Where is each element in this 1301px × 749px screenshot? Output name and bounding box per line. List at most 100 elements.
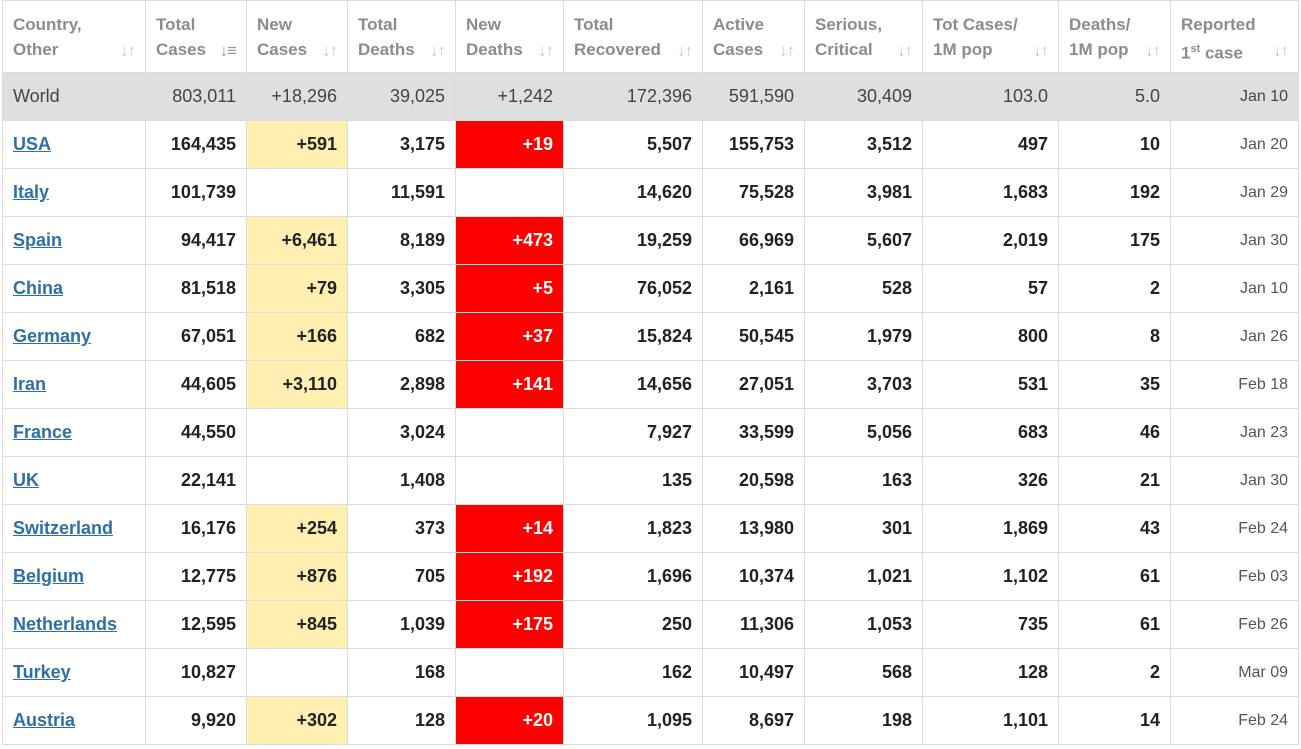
total-deaths-cell: 8,189	[347, 216, 456, 265]
first-case-cell: Jan 10	[1170, 72, 1299, 121]
total-cases-cell: 94,417	[145, 216, 247, 265]
country-cell: Switzerland	[2, 504, 146, 553]
cases-per-1m-cell: 1,869	[922, 504, 1059, 553]
new-cases-cell: +302	[246, 696, 348, 745]
country-link[interactable]: Austria	[13, 710, 76, 730]
sort-arrows-icon[interactable]: ↓↑	[1145, 41, 1161, 60]
country-cell: Spain	[2, 216, 146, 265]
country-link[interactable]: Netherlands	[13, 614, 118, 634]
country-link[interactable]: China	[13, 278, 64, 298]
first-case-cell: Jan 26	[1170, 312, 1299, 361]
first-case-cell: Jan 30	[1170, 456, 1299, 505]
table-row: France 44,550 3,024 7,927 33,599 5,056 683 46 Ja…	[2, 408, 1299, 457]
total-recovered-cell: 14,656	[563, 360, 703, 409]
header-total-cases[interactable]: Total Cases ↓≡	[145, 0, 247, 73]
table-row: Belgium 12,775 +876 705 +192 1,696 10,374 1,021…	[2, 552, 1299, 601]
country-cell: Netherlands	[2, 600, 146, 649]
total-recovered-cell: 135	[563, 456, 703, 505]
cases-per-1m-cell: 1,683	[922, 168, 1059, 217]
total-deaths-cell: 128	[347, 696, 456, 745]
cases-per-1m-cell: 1,102	[922, 552, 1059, 601]
header-row: Country, Other ↓↑ Total Cases ↓≡ New Cases ↓↑ …	[2, 0, 1299, 73]
header-country[interactable]: Country, Other ↓↑	[2, 0, 146, 73]
sort-arrows-icon[interactable]: ↓↑	[322, 41, 338, 60]
header-serious-critical[interactable]: Serious, Critical ↓↑	[804, 0, 923, 73]
country-cell: UK	[2, 456, 146, 505]
sort-arrows-icon[interactable]: ↓↑	[430, 41, 446, 60]
serious-critical-cell: 1,979	[804, 312, 923, 361]
new-deaths-cell	[455, 456, 564, 505]
header-active-cases[interactable]: Active Cases ↓↑	[702, 0, 805, 73]
sort-arrows-icon[interactable]: ↓↑	[120, 41, 136, 60]
serious-critical-cell: 30,409	[804, 72, 923, 121]
header-total-deaths[interactable]: Total Deaths ↓↑	[347, 0, 456, 73]
header-new-deaths[interactable]: New Deaths ↓↑	[455, 0, 564, 73]
sort-arrows-icon[interactable]: ↓↑	[779, 41, 795, 60]
country-link[interactable]: Italy	[13, 182, 50, 202]
deaths-per-1m-cell: 46	[1058, 408, 1171, 457]
total-cases-cell: 81,518	[145, 264, 247, 313]
total-cases-cell: 164,435	[145, 120, 247, 169]
cases-per-1m-cell: 497	[922, 120, 1059, 169]
country-link[interactable]: Turkey	[13, 662, 71, 682]
header-cases-per-1m[interactable]: Tot Cases/1M pop ↓↑	[922, 0, 1059, 73]
first-case-cell: Jan 23	[1170, 408, 1299, 457]
total-deaths-cell: 168	[347, 648, 456, 697]
country-link[interactable]: UK	[13, 470, 39, 490]
total-cases-cell: 12,595	[145, 600, 247, 649]
sort-arrows-icon[interactable]: ↓↑	[897, 41, 913, 60]
total-deaths-cell: 3,024	[347, 408, 456, 457]
table-row: Spain 94,417 +6,461 8,189 +473 19,259 66,969 5,…	[2, 216, 1299, 265]
new-deaths-cell: +20	[455, 696, 564, 745]
header-deaths-per-1m[interactable]: Deaths/1M pop ↓↑	[1058, 0, 1171, 73]
new-cases-cell: +845	[246, 600, 348, 649]
active-cases-cell: 11,306	[702, 600, 805, 649]
deaths-per-1m-cell: 192	[1058, 168, 1171, 217]
serious-critical-cell: 528	[804, 264, 923, 313]
country-link[interactable]: Germany	[13, 326, 92, 346]
cases-per-1m-cell: 800	[922, 312, 1059, 361]
first-case-cell: Jan 29	[1170, 168, 1299, 217]
table-row: Italy 101,739 11,591 14,620 75,528 3,981 1,683…	[2, 168, 1299, 217]
total-recovered-cell: 76,052	[563, 264, 703, 313]
new-deaths-cell: +37	[455, 312, 564, 361]
country-link[interactable]: Belgium	[13, 566, 85, 586]
new-cases-cell: +18,296	[246, 72, 348, 121]
new-cases-cell	[246, 408, 348, 457]
header-new-cases[interactable]: New Cases ↓↑	[246, 0, 348, 73]
active-cases-cell: 591,590	[702, 72, 805, 121]
first-case-cell: Feb 26	[1170, 600, 1299, 649]
sort-arrows-icon[interactable]: ↓↑	[538, 41, 554, 60]
world-row: World 803,011 +18,296 39,025 +1,242 172,…	[2, 72, 1299, 121]
header-total-recovered[interactable]: Total Recovered ↓↑	[563, 0, 703, 73]
country-link[interactable]: France	[13, 422, 73, 442]
new-cases-cell: +79	[246, 264, 348, 313]
new-deaths-cell: +175	[455, 600, 564, 649]
total-deaths-cell: 39,025	[347, 72, 456, 121]
cases-per-1m-cell: 57	[922, 264, 1059, 313]
total-recovered-cell: 19,259	[563, 216, 703, 265]
country-cell: China	[2, 264, 146, 313]
active-cases-cell: 33,599	[702, 408, 805, 457]
total-cases-cell: 10,827	[145, 648, 247, 697]
total-deaths-cell: 2,898	[347, 360, 456, 409]
deaths-per-1m-cell: 21	[1058, 456, 1171, 505]
sort-arrows-icon[interactable]: ↓↑	[1033, 41, 1049, 60]
country-link[interactable]: Iran	[13, 374, 47, 394]
country-cell: Italy	[2, 168, 146, 217]
active-cases-cell: 50,545	[702, 312, 805, 361]
new-cases-cell	[246, 456, 348, 505]
country-link[interactable]: Switzerland	[13, 518, 114, 538]
active-cases-cell: 75,528	[702, 168, 805, 217]
header-first-case[interactable]: Reported 1st case ↓↑	[1170, 0, 1299, 73]
sort-desc-icon[interactable]: ↓≡	[219, 41, 237, 60]
first-case-cell: Feb 24	[1170, 504, 1299, 553]
sort-arrows-icon[interactable]: ↓↑	[677, 41, 693, 60]
country-cell: Austria	[2, 696, 146, 745]
sort-arrows-icon[interactable]: ↓↑	[1273, 41, 1289, 60]
country-link[interactable]: USA	[13, 134, 52, 154]
country-link[interactable]: Spain	[13, 230, 63, 250]
total-recovered-cell: 1,095	[563, 696, 703, 745]
deaths-per-1m-cell: 61	[1058, 552, 1171, 601]
new-deaths-cell: +14	[455, 504, 564, 553]
